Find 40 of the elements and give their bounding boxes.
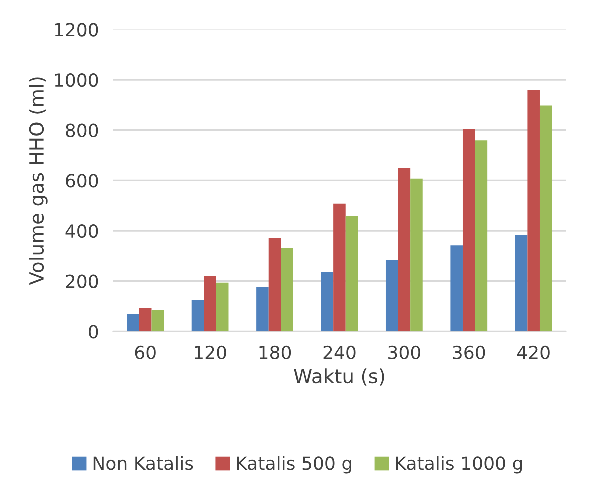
- bar: [462, 129, 476, 332]
- legend-label: Katalis 1000 g: [396, 456, 522, 474]
- bar: [152, 310, 164, 332]
- x-tick-label: 120: [195, 346, 226, 360]
- bar: [346, 216, 358, 332]
- bar: [334, 204, 346, 332]
- bar: [256, 287, 269, 332]
- x-tick-label: 300: [388, 346, 420, 360]
- legend-label: Non Katalis: [94, 456, 194, 470]
- bar: [204, 276, 216, 332]
- bar: [216, 282, 229, 332]
- bar: [528, 90, 540, 332]
- y-tick-label: 1000: [55, 73, 98, 88]
- bar: [398, 168, 411, 332]
- bar: [410, 178, 423, 332]
- y-tick-label: 600: [66, 174, 98, 188]
- bar: [268, 238, 282, 332]
- x-tick-label: 360: [453, 346, 486, 360]
- bar: [475, 140, 488, 332]
- y-tick-label: 400: [66, 224, 98, 238]
- y-axis-title: Volume gas HHO (ml): [29, 78, 48, 286]
- bar: [450, 246, 463, 332]
- legend-label: Katalis 500 g: [237, 456, 352, 474]
- y-tick-label: 200: [66, 274, 98, 288]
- bar: [281, 248, 294, 332]
- y-tick-label: 1200: [55, 23, 98, 37]
- bar: [321, 272, 334, 332]
- bar: [139, 308, 152, 332]
- bar: [515, 236, 528, 332]
- x-tick-label: 60: [135, 346, 156, 360]
- bar: [127, 314, 140, 332]
- y-tick-label: 0: [89, 325, 98, 339]
- y-tick-label: 800: [66, 124, 98, 138]
- bar: [386, 260, 398, 332]
- x-axis-title: Waktu (s): [294, 368, 384, 386]
- x-tick-label: 180: [260, 346, 292, 360]
- bar: [540, 106, 552, 332]
- bar: [192, 300, 204, 332]
- x-tick-label: 240: [324, 346, 356, 360]
- x-tick-label: 420: [517, 346, 550, 360]
